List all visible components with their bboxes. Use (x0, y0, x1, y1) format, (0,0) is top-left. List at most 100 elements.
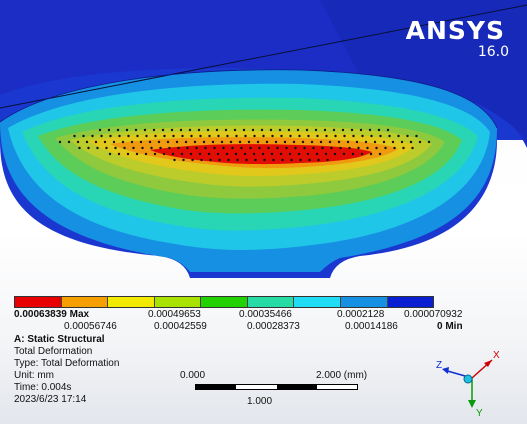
hole-dot (427, 140, 431, 144)
scale-bar (195, 384, 358, 390)
hole-dot (341, 128, 345, 132)
hole-dot (377, 128, 381, 132)
hole-dot (261, 152, 265, 156)
hole-dot (78, 146, 81, 150)
hole-dot (281, 158, 284, 162)
hole-dot (107, 128, 111, 132)
hole-dot (153, 152, 157, 156)
hole-dot (332, 128, 336, 132)
hole-dot (148, 140, 152, 144)
hole-dot (136, 134, 139, 138)
hole-dot (114, 146, 117, 150)
hole-dot (393, 146, 396, 150)
hole-dot (218, 158, 221, 162)
hole-dot (238, 140, 242, 144)
hole-dot (227, 158, 230, 162)
hole-dot (209, 158, 212, 162)
hole-dot (415, 134, 418, 138)
hole-dot (315, 152, 319, 156)
hole-dot (314, 128, 318, 132)
legend-label: 0.00028373 (247, 321, 300, 332)
hole-dot (197, 128, 201, 132)
coordinate-triad[interactable]: X Y Z (426, 348, 506, 418)
hole-dot (204, 146, 207, 150)
hole-dot (94, 140, 98, 144)
hole-dot (213, 146, 216, 150)
scale-label-left: 0.000 (180, 370, 206, 381)
hole-dot (211, 140, 215, 144)
hole-dot (67, 140, 71, 144)
hole-dot (379, 134, 382, 138)
legend-swatch (247, 297, 295, 307)
hole-dot (289, 134, 292, 138)
hole-dot (269, 128, 273, 132)
hole-dot (299, 158, 302, 162)
hole-dot (306, 152, 310, 156)
hole-dot (254, 158, 257, 162)
hole-dot (274, 140, 278, 144)
hole-dot (139, 140, 143, 144)
hole-dot (220, 140, 224, 144)
hole-dot (301, 140, 305, 144)
hole-dot (150, 146, 153, 150)
hole-dot (388, 134, 391, 138)
hole-dot (352, 134, 355, 138)
hole-dot (143, 128, 147, 132)
hole-dot (339, 146, 342, 150)
hole-dot (355, 140, 359, 144)
hole-dot (58, 140, 62, 144)
hole-dot (391, 140, 395, 144)
hole-dot (348, 146, 351, 150)
hole-dot (308, 158, 311, 162)
hole-dot (382, 140, 386, 144)
hole-dot (323, 128, 327, 132)
hole-dot (249, 146, 252, 150)
hole-dot (206, 128, 210, 132)
hole-dot (256, 140, 260, 144)
hole-dot (342, 152, 346, 156)
hole-dot (297, 152, 301, 156)
hole-dot (285, 146, 288, 150)
legend-swatch (387, 297, 434, 307)
hole-dot (224, 128, 228, 132)
hole-dot (154, 134, 157, 138)
hole-dot (245, 158, 248, 162)
scale-label-mid: 1.000 (247, 396, 273, 407)
hole-dot (258, 146, 261, 150)
scale-label-right: 2.000 (mm) (316, 370, 368, 381)
hole-dot (73, 134, 76, 138)
hole-dot (186, 146, 189, 150)
hole-dot (152, 128, 156, 132)
hole-dot (253, 134, 256, 138)
hole-dot (406, 134, 409, 138)
hole-dot (117, 152, 121, 156)
hole-dot (366, 146, 369, 150)
hole-dot (307, 134, 310, 138)
hole-dot (270, 152, 274, 156)
legend-label: 0.00056746 (64, 321, 117, 332)
hole-dot (100, 134, 103, 138)
hole-dot (141, 146, 144, 150)
legend-label: 0.00042559 (154, 321, 207, 332)
hole-dot (207, 152, 211, 156)
hole-dot (278, 128, 282, 132)
hole-dot (217, 134, 220, 138)
legend-swatch (61, 297, 109, 307)
logo-brand: ANSYS (405, 16, 505, 45)
legend-label: 0.000070932 (404, 309, 463, 320)
hole-dot (98, 128, 102, 132)
hole-dot (132, 146, 135, 150)
hole-dot (280, 134, 283, 138)
logo-version: 16.0 (477, 44, 509, 60)
legend-label: 0.0002128 (337, 309, 385, 320)
hole-dot (166, 140, 170, 144)
hole-dot (260, 128, 264, 132)
hole-dot (85, 140, 89, 144)
hole-dot (123, 146, 126, 150)
hole-dot (330, 146, 333, 150)
hole-dot (333, 152, 337, 156)
hole-dot (351, 152, 355, 156)
hole-dot (243, 152, 247, 156)
hole-pattern (58, 128, 431, 162)
